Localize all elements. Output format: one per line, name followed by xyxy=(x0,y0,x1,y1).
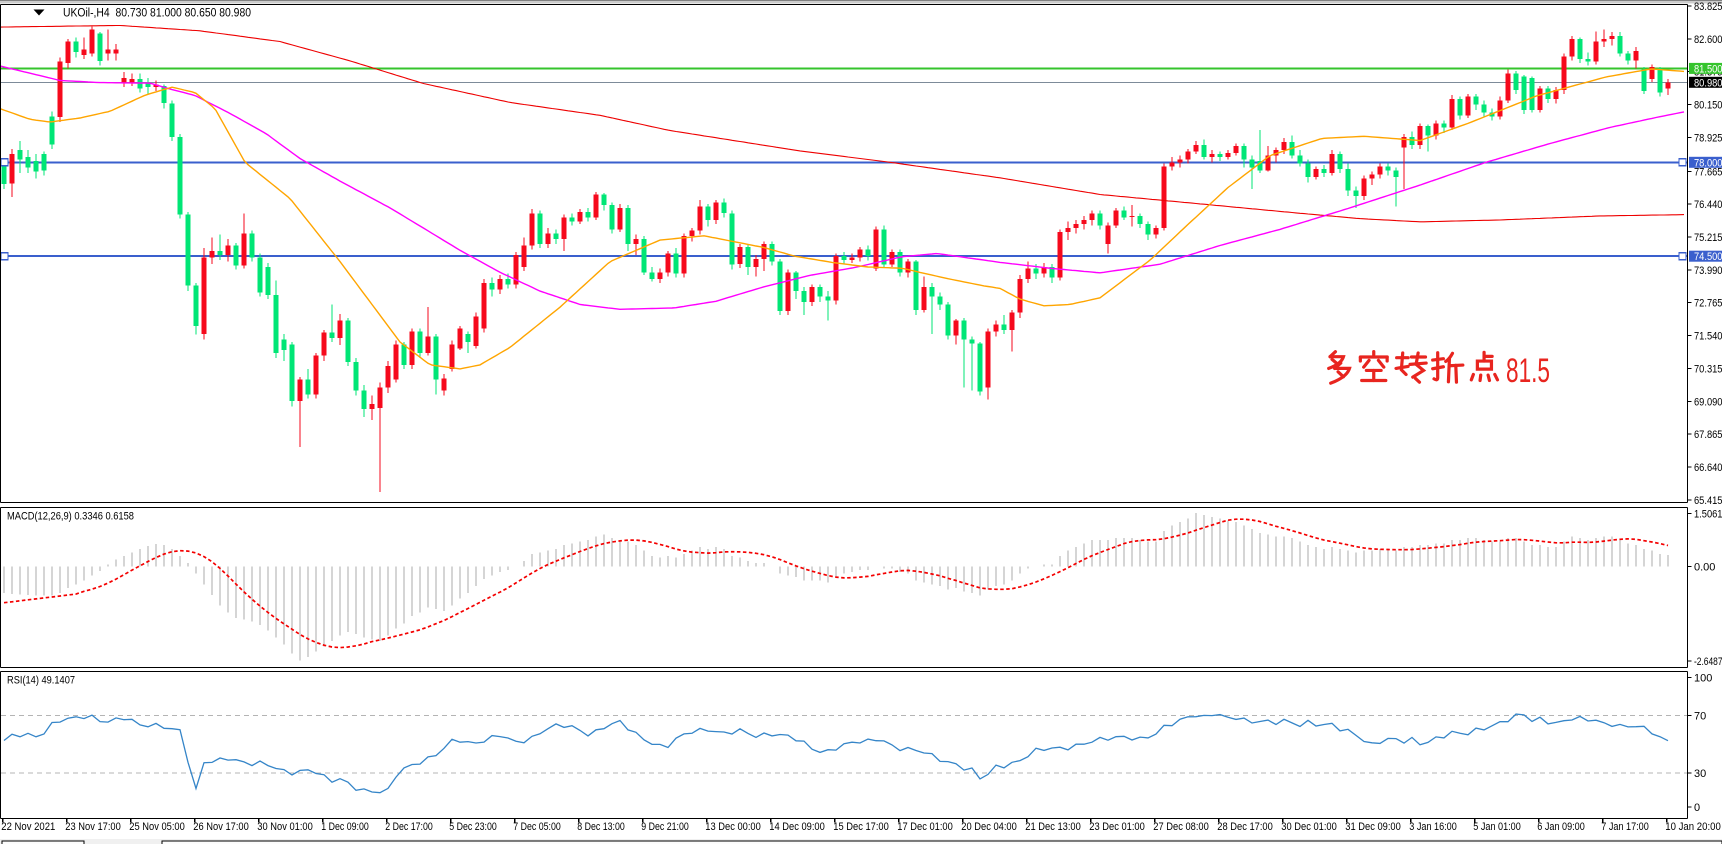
svg-text:8 Dec 13:00: 8 Dec 13:00 xyxy=(577,821,625,833)
svg-text:-2.6487: -2.6487 xyxy=(1694,656,1722,668)
svg-text:0.00: 0.00 xyxy=(1694,562,1715,574)
svg-text:0: 0 xyxy=(1694,802,1700,814)
svg-text:83.825: 83.825 xyxy=(1694,1,1722,13)
svg-text:1.5061: 1.5061 xyxy=(1694,509,1722,521)
svg-text:77.665: 77.665 xyxy=(1694,166,1722,178)
svg-text:72.765: 72.765 xyxy=(1694,298,1722,310)
svg-text:73.990: 73.990 xyxy=(1694,265,1722,277)
svg-text:21 Dec 13:00: 21 Dec 13:00 xyxy=(1025,821,1081,833)
svg-text:78.000: 78.000 xyxy=(1694,157,1722,169)
svg-text:13 Dec 00:00: 13 Dec 00:00 xyxy=(705,821,761,833)
svg-text:9 Dec 21:00: 9 Dec 21:00 xyxy=(641,821,689,833)
svg-text:23 Nov 17:00: 23 Nov 17:00 xyxy=(65,821,121,833)
svg-text:RSI(14) 49.1407: RSI(14) 49.1407 xyxy=(7,675,75,687)
svg-text:66.640: 66.640 xyxy=(1694,462,1722,474)
svg-text:20 Dec 04:00: 20 Dec 04:00 xyxy=(961,821,1017,833)
svg-text:67.865: 67.865 xyxy=(1694,429,1722,441)
svg-text:3 Jan 16:00: 3 Jan 16:00 xyxy=(1409,821,1457,833)
svg-text:70: 70 xyxy=(1694,711,1706,723)
svg-text:1 Dec 09:00: 1 Dec 09:00 xyxy=(321,821,369,833)
svg-text:30 Dec 01:00: 30 Dec 01:00 xyxy=(1281,821,1337,833)
svg-text:70.315: 70.315 xyxy=(1694,364,1722,376)
svg-text:2 Dec 17:00: 2 Dec 17:00 xyxy=(385,821,433,833)
svg-text:6 Jan 09:00: 6 Jan 09:00 xyxy=(1537,821,1585,833)
svg-text:80.150: 80.150 xyxy=(1694,100,1722,112)
svg-text:23 Dec 01:00: 23 Dec 01:00 xyxy=(1089,821,1145,833)
svg-text:MACD(12,26,9) 0.3346 0.6158: MACD(12,26,9) 0.3346 0.6158 xyxy=(7,511,134,523)
svg-text:65.415: 65.415 xyxy=(1694,495,1722,507)
svg-text:69.090: 69.090 xyxy=(1694,396,1722,408)
svg-text:71.540: 71.540 xyxy=(1694,331,1722,343)
svg-text:28 Dec 17:00: 28 Dec 17:00 xyxy=(1217,821,1273,833)
svg-text:5 Dec 23:00: 5 Dec 23:00 xyxy=(449,821,497,833)
svg-text:81.500: 81.500 xyxy=(1694,63,1722,75)
svg-text:26 Nov 17:00: 26 Nov 17:00 xyxy=(193,821,249,833)
svg-text:80.980: 80.980 xyxy=(1694,77,1722,89)
svg-text:30: 30 xyxy=(1694,768,1706,780)
svg-text:100: 100 xyxy=(1694,673,1712,685)
svg-text:7 Dec 05:00: 7 Dec 05:00 xyxy=(513,821,561,833)
svg-text:7 Jan 17:00: 7 Jan 17:00 xyxy=(1601,821,1649,833)
svg-text:31 Dec 09:00: 31 Dec 09:00 xyxy=(1345,821,1401,833)
svg-text:82.600: 82.600 xyxy=(1694,34,1722,46)
svg-text:22 Nov 2021: 22 Nov 2021 xyxy=(1,821,55,833)
svg-text:30 Nov 01:00: 30 Nov 01:00 xyxy=(257,821,313,833)
svg-text:14 Dec 09:00: 14 Dec 09:00 xyxy=(769,821,825,833)
svg-text:17 Dec 01:00: 17 Dec 01:00 xyxy=(897,821,953,833)
svg-text:5 Jan 01:00: 5 Jan 01:00 xyxy=(1473,821,1521,833)
svg-text:81.5: 81.5 xyxy=(1506,352,1550,390)
svg-text:15 Dec 17:00: 15 Dec 17:00 xyxy=(833,821,889,833)
svg-text:UKOil-,H4 80.730 81.000 80.65: UKOil-,H4 80.730 81.000 80.650 80.980 xyxy=(63,8,251,20)
svg-text:10 Jan 20:00: 10 Jan 20:00 xyxy=(1665,821,1721,833)
svg-text:78.925: 78.925 xyxy=(1694,133,1722,145)
svg-text:27 Dec 08:00: 27 Dec 08:00 xyxy=(1153,821,1209,833)
svg-text:25 Nov 05:00: 25 Nov 05:00 xyxy=(129,821,185,833)
svg-text:74.500: 74.500 xyxy=(1694,251,1722,263)
svg-text:76.440: 76.440 xyxy=(1694,199,1722,211)
svg-text:75.215: 75.215 xyxy=(1694,232,1722,244)
